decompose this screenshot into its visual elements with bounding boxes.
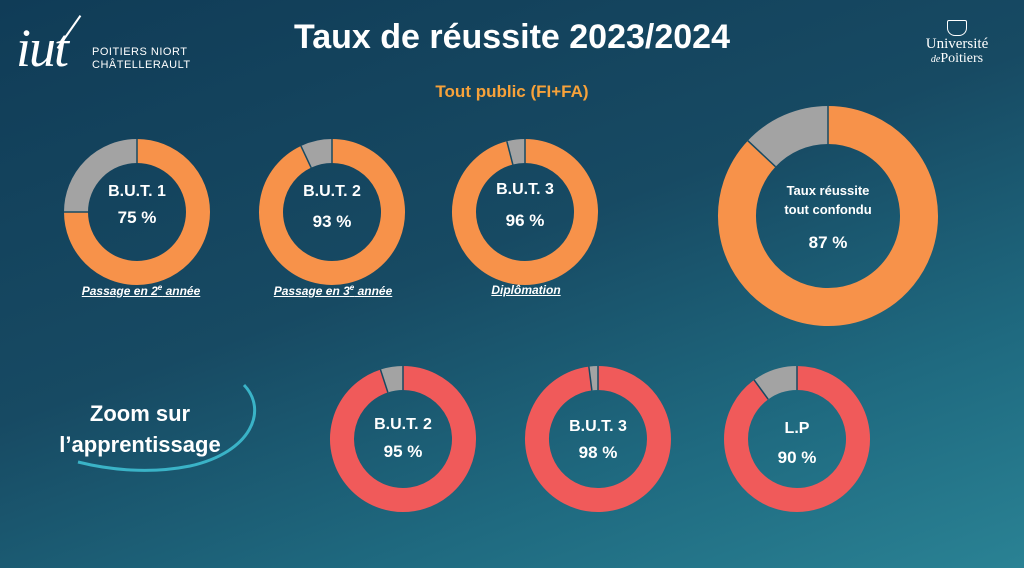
donut-name-line: tout confondu (784, 202, 872, 217)
donut-slice-value (718, 106, 938, 326)
donut-name-label: B.U.T. 3 (518, 418, 678, 436)
universite-logo: Université dePoitiers (912, 20, 1002, 72)
donut-slice-value (525, 366, 671, 512)
donut-name-label: B.U.T. 2 (252, 183, 412, 201)
donut-name-line: B.U.T. 1 (108, 183, 166, 200)
caption-but1-pre: Passage en 2 (81, 284, 158, 298)
zoom-label: Zoom sur l’apprentissage (59, 401, 221, 457)
caption-but2-sup: e (349, 283, 355, 292)
crest-icon (947, 20, 967, 36)
donut-slice-separator (753, 379, 769, 400)
caption-but1-post: année (162, 284, 201, 298)
donut-name-line: B.U.T. 3 (496, 181, 554, 198)
caption-but2: Passage en 3e année (258, 283, 408, 298)
caption-but2-post: année (354, 284, 393, 298)
caption-but1-sup: e (157, 283, 163, 292)
donut-slice-separator (588, 366, 593, 391)
donut-slice-separator (300, 145, 312, 168)
caption-but1: Passage en 2e année (66, 283, 216, 298)
donut-chart-5 (330, 365, 476, 512)
donut-value-label: 95 % (383, 442, 423, 461)
donut-chart-3 (452, 138, 598, 285)
donut-name-label: B.U.T. 3 (445, 181, 605, 199)
donut-slice-remainder (506, 138, 526, 165)
iut-logo-line1: POITIERS NIORT (92, 46, 188, 58)
donut-name-line: B.U.T. 2 (303, 183, 361, 200)
caption-but2-pre: Passage en 3 (273, 284, 350, 298)
donut-value-label: 87 % (808, 233, 848, 252)
iut-logo-letters: iut (16, 18, 69, 78)
universite-logo-city: Poitiers (940, 51, 984, 66)
donut-name-label: L.P (717, 420, 877, 438)
donut-slice-separator (379, 369, 389, 393)
donut-name-line: Taux réussite (786, 183, 870, 198)
donut-slice-value (259, 139, 405, 285)
zoom-arc-decoration (77, 383, 256, 472)
donut-slice-separator (506, 141, 514, 165)
donut-value-label: 98 % (578, 443, 618, 462)
page-subtitle: Tout public (FI+FA) (435, 82, 589, 101)
universite-logo-line1: Université (925, 36, 989, 52)
donut-name-line: B.U.T. 3 (569, 418, 627, 435)
donut-slice-value (452, 139, 598, 285)
donut-chart-7 (724, 365, 870, 512)
donut-value-label: 96 % (505, 211, 545, 230)
universite-logo-prefix: de (930, 54, 941, 65)
donut-chart-1 (64, 139, 210, 285)
donut-slice-remainder (380, 365, 404, 393)
donut-slice-remainder (754, 365, 798, 400)
donut-name-label: Taux réussite tout confondu (748, 181, 908, 219)
donut-name-label: B.U.T. 2 (323, 416, 483, 434)
donut-slice-remainder (64, 139, 138, 213)
donut-slice-value (64, 139, 210, 285)
donut-value-label: 93 % (312, 212, 352, 231)
donut-slice-value (330, 366, 476, 512)
donut-slice-remainder (747, 105, 829, 168)
donut-chart-4 (718, 105, 938, 326)
page-title: Taux de réussite 2023/2024 (294, 18, 730, 56)
donut-slice-value (724, 366, 870, 512)
universite-logo-line2: dePoitiers (912, 52, 1002, 67)
donut-name-line: B.U.T. 2 (374, 416, 432, 433)
donut-slice-remainder (300, 138, 333, 168)
donut-value-label: 75 % (117, 208, 157, 227)
donut-slice-separator (747, 140, 777, 168)
donut-value-label: 90 % (777, 448, 817, 467)
iut-logo: iut POITIERS NIORT CHÂTELLERAULT (16, 15, 190, 84)
donut-chart-6 (525, 365, 671, 512)
donut-chart-2 (259, 138, 405, 285)
iut-logo-line2: CHÂTELLERAULT (92, 59, 191, 71)
donut-name-label: B.U.T. 1 (57, 183, 217, 201)
donut-name-line: L.P (784, 420, 810, 437)
caption-but3: Diplômation (491, 283, 561, 297)
